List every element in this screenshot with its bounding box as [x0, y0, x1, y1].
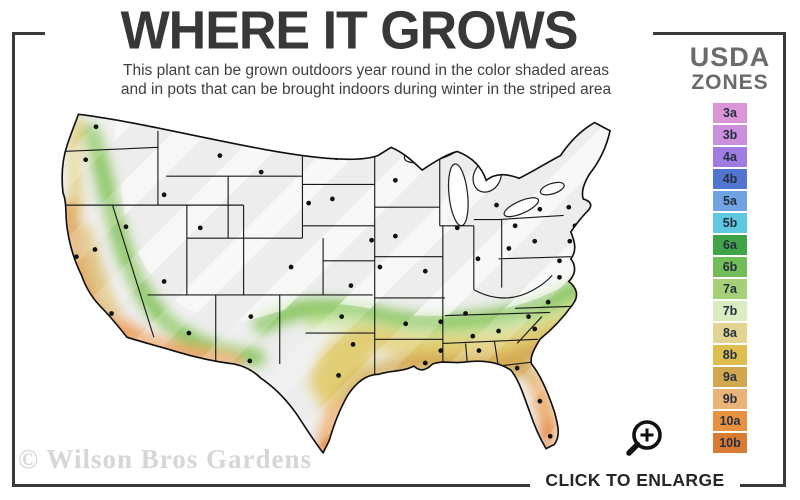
zone-swatch-7b: 7b — [713, 301, 747, 322]
zone-swatch-7a: 7a — [713, 279, 747, 300]
subtitle: This plant can be grown outdoors year ro… — [30, 62, 702, 100]
page-title: WHERE IT GROWS — [120, 0, 579, 62]
zone-label-4b: 4b — [722, 172, 738, 187]
zone-label-9a: 9a — [723, 370, 737, 385]
zone-swatch-5b: 5b — [713, 213, 747, 234]
zone-label-5b: 5b — [722, 216, 738, 231]
zone-label-7a: 7a — [723, 282, 737, 297]
zone-swatch-9b: 9b — [713, 389, 747, 410]
zone-label-9b: 9b — [722, 392, 738, 407]
zone-swatch-9a: 9a — [713, 367, 747, 388]
zone-swatch-3a: 3a — [713, 103, 747, 124]
zone-label-8b: 8b — [722, 348, 738, 363]
zone-swatch-3b: 3b — [713, 125, 747, 146]
zone-swatch-6a: 6a — [713, 235, 747, 256]
state-borders — [62, 126, 575, 375]
zone-label-4a: 4a — [723, 150, 737, 165]
zone-swatch-8a: 8a — [713, 323, 747, 344]
watermark: © Wilson Bros Gardens — [18, 444, 312, 474]
zone-label-6b: 6b — [722, 260, 738, 275]
click-to-enlarge-button[interactable]: CLICK TO ENLARGE — [530, 468, 740, 493]
zone-swatch-4a: 4a — [713, 147, 747, 168]
header: WHERE IT GROWS — [45, 0, 653, 62]
zone-label-10a: 10a — [719, 414, 741, 429]
zone-label-3a: 3a — [723, 106, 737, 121]
legend-title-usda: USDA — [689, 42, 771, 72]
magnifier-plus-icon[interactable] — [620, 412, 670, 462]
zone-label-5a: 5a — [723, 194, 737, 209]
zone-label-6a: 6a — [723, 238, 737, 253]
zone-swatch-6b: 6b — [713, 257, 747, 278]
zone-swatch-4b: 4b — [713, 169, 747, 190]
us-outline — [61, 113, 612, 455]
us-hardiness-zone-map[interactable] — [32, 104, 672, 460]
zone-swatch-8b: 8b — [713, 345, 747, 366]
zone-swatch-10a: 10a — [713, 411, 747, 432]
zone-swatch-10b: 10b — [713, 433, 747, 454]
legend-title-zones: ZONES — [691, 71, 769, 94]
usda-zones-legend: USDA ZONES 3a 3b 4a 4b 5a 5b 6a 6b 7a 7b 8a 8b 9a 9b 1… — [688, 44, 772, 455]
zone-label-10b: 10b — [719, 436, 741, 451]
subtitle-line-2: and in pots that can be brought indoors … — [120, 80, 612, 98]
subtitle-line-1: This plant can be grown outdoors year ro… — [123, 62, 609, 79]
zone-label-3b: 3b — [722, 128, 738, 143]
zone-swatch-5a: 5a — [713, 191, 747, 212]
zone-label-8a: 8a — [723, 326, 737, 341]
zone-list: 3a 3b 4a 4b 5a 5b 6a 6b 7a 7b 8a 8b 9a 9b 10a 10b — [688, 103, 772, 454]
zone-label-7b: 7b — [722, 304, 738, 319]
